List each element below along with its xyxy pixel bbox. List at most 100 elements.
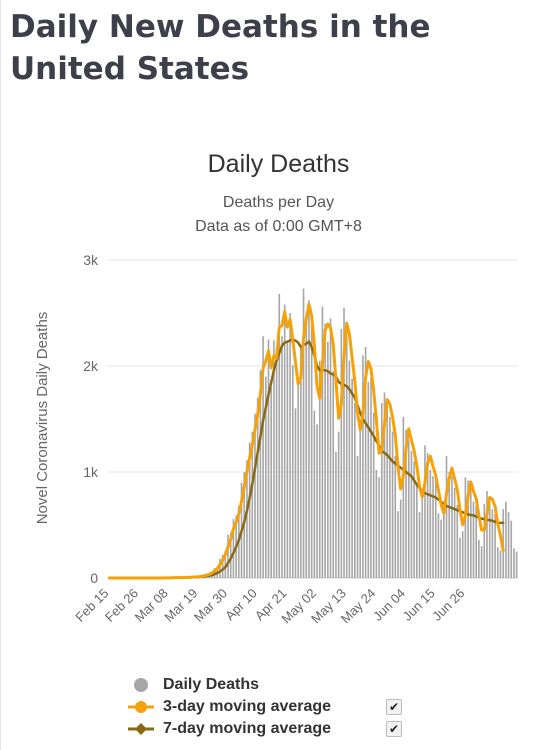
daily-deaths-bar (405, 429, 407, 578)
daily-deaths-bar (345, 333, 348, 578)
daily-deaths-bar (318, 360, 321, 578)
daily-deaths-bar (391, 431, 394, 578)
daily-deaths-bar (227, 534, 229, 578)
daily-deaths-bar (505, 501, 507, 578)
daily-deaths-bar (426, 452, 429, 578)
daily-deaths-bar (337, 431, 340, 578)
y-tick-label: 1k (83, 464, 99, 480)
legend-item-3-day-average[interactable]: 3-day moving average ✔ (128, 696, 428, 718)
daily-deaths-bar (270, 387, 272, 578)
daily-deaths-bar (343, 307, 345, 578)
daily-deaths-bar (464, 477, 467, 578)
x-tick-label: Jun 26 (429, 586, 467, 624)
chart-title: Daily Deaths (207, 150, 350, 178)
daily-deaths-bar (413, 461, 415, 578)
circle-icon (134, 678, 148, 692)
diamond-line-icon (128, 723, 154, 735)
chart-legend: Daily Deaths 3-day moving average ✔ 7-da… (128, 674, 428, 740)
daily-deaths-bar (302, 288, 305, 578)
daily-deaths-bar (321, 306, 324, 578)
chart-subtitle: Deaths per Day (222, 194, 335, 211)
legend-label: 7-day moving average (163, 720, 332, 737)
daily-deaths-bar (418, 512, 421, 578)
daily-deaths-bar (448, 472, 451, 578)
daily-deaths-bar (278, 293, 281, 578)
daily-deaths-bar (480, 546, 483, 578)
daily-deaths-bar (273, 340, 275, 578)
legend-label: Daily Deaths (163, 676, 260, 693)
daily-deaths-bar (383, 392, 386, 578)
daily-deaths-bar (297, 378, 299, 578)
checkbox-icon[interactable]: ✔ (386, 721, 402, 737)
daily-deaths-bar (324, 323, 326, 578)
daily-deaths-bar (421, 491, 424, 578)
daily-deaths-bar (251, 431, 254, 578)
daily-deaths-bar (286, 340, 289, 578)
daily-deaths-bar (380, 403, 383, 578)
daily-deaths-bar (445, 456, 448, 578)
daily-deaths-bar (461, 531, 464, 578)
daily-deaths-bar (386, 403, 388, 578)
daily-deaths-bar (335, 451, 337, 578)
legend-item-daily-deaths[interactable]: Daily Deaths (128, 674, 428, 696)
y-axis: 0 1k 2k 3k (83, 252, 99, 586)
x-tick-label: Apr 10 (222, 586, 260, 624)
daily-deaths-bar (281, 336, 283, 578)
daily-deaths-bar (402, 416, 405, 578)
daily-deaths-bar (416, 485, 418, 578)
daily-deaths-bar (300, 344, 302, 578)
daily-deaths-bar (407, 440, 410, 578)
daily-deaths-bar (267, 339, 270, 578)
daily-deaths-bar (424, 445, 426, 578)
y-tick-label: 2k (83, 358, 99, 374)
daily-deaths-bar (264, 376, 267, 578)
daily-deaths-bar (370, 377, 372, 578)
daily-deaths-bar (467, 480, 469, 578)
daily-deaths-bar (283, 304, 286, 578)
daily-deaths-bar (289, 313, 291, 578)
daily-deaths-bar (494, 514, 496, 578)
daily-deaths-bar (488, 497, 491, 578)
x-tick-label: Mar 30 (191, 586, 230, 625)
daily-deaths-bar (451, 476, 453, 578)
daily-deaths-bar (305, 323, 308, 578)
daily-deaths-bar (496, 547, 499, 578)
daily-deaths-bar (294, 408, 297, 578)
daily-deaths-bar (453, 487, 456, 578)
daily-deaths-bar (483, 503, 486, 578)
y-tick-label: 0 (90, 570, 98, 586)
daily-deaths-bar (389, 416, 391, 578)
daily-deaths-bar (410, 450, 413, 578)
legend-item-7-day-average[interactable]: 7-day moving average ✔ (128, 718, 428, 740)
daily-deaths-bar (229, 532, 232, 578)
daily-deaths-bar (475, 505, 477, 578)
daily-deaths-bar (313, 410, 316, 578)
daily-deaths-bar (375, 469, 378, 578)
daily-deaths-bar (491, 509, 494, 578)
daily-deaths-bar (262, 336, 264, 578)
checkbox-icon[interactable]: ✔ (386, 699, 402, 715)
daily-deaths-bar (399, 499, 402, 578)
daily-deaths-bar (224, 550, 227, 578)
daily-deaths-bar (440, 519, 442, 578)
page-title: Daily New Deaths in the United States (10, 9, 431, 87)
daily-deaths-bar (248, 442, 251, 578)
daily-deaths-bar (515, 551, 518, 578)
daily-deaths-bar (456, 504, 459, 578)
daily-deaths-bar (351, 378, 353, 578)
ma3-series-line (107, 302, 505, 580)
chart-data-timestamp: Data as of 0:00 GMT+8 (195, 218, 362, 235)
daily-deaths-bar (443, 506, 445, 578)
daily-deaths-bar (232, 519, 235, 578)
legend-label: 3-day moving average (163, 698, 332, 715)
daily-deaths-bar (310, 323, 313, 578)
ma3-line (107, 302, 505, 580)
daily-deaths-bar (332, 371, 335, 578)
daily-deaths-bar (354, 403, 356, 578)
daily-deaths-bar (499, 550, 502, 578)
x-tick-label: Jun 15 (400, 586, 438, 624)
daily-deaths-bar (254, 413, 256, 578)
daily-deaths-bar (513, 548, 515, 578)
